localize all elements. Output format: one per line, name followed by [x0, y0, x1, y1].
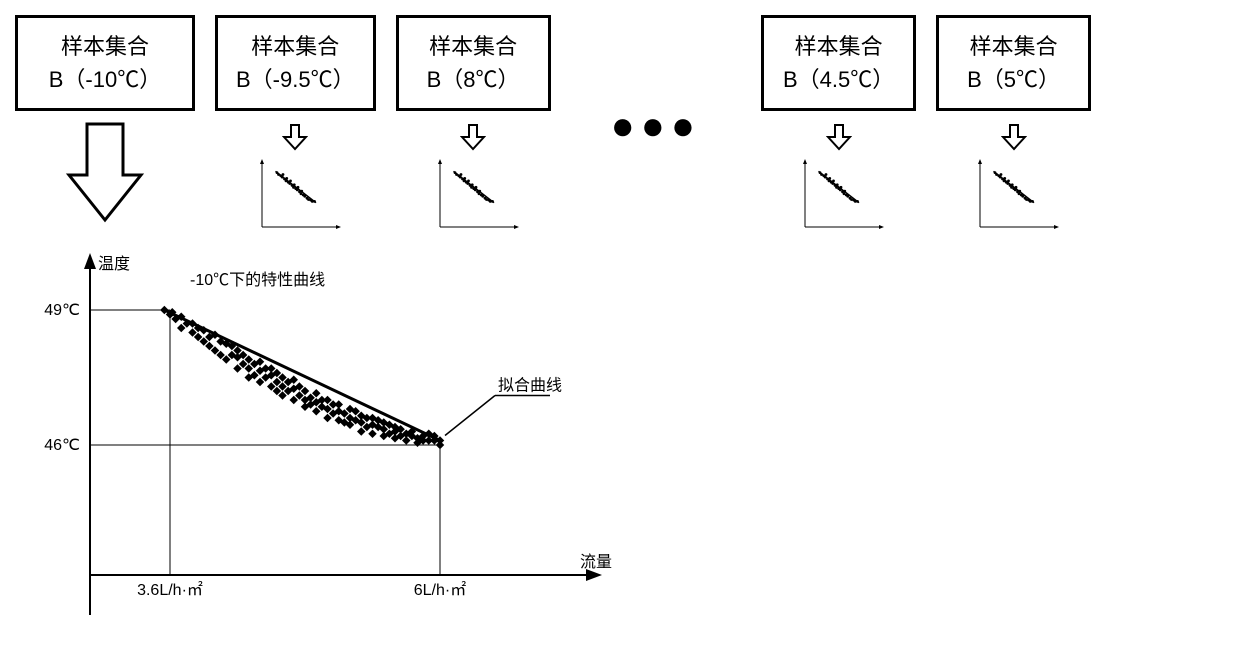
svg-text:-10℃下的特性曲线: -10℃下的特性曲线 [190, 271, 325, 289]
col-3: 样本集合 B（4.5℃） [761, 15, 916, 237]
mini-chart-2 [426, 157, 521, 237]
down-arrow-icon [65, 120, 145, 225]
mini-chart-4 [966, 157, 1061, 237]
main-chart-svg: 温度流量 -10℃下的特性曲线 49℃ 46℃ 3.6L/h·㎡ 6L/h·㎡ 拟合曲线 [20, 245, 620, 625]
col-0: 样本集合 B（-10℃） [15, 15, 195, 111]
mini-chart-1 [248, 157, 343, 237]
sample-box-3: 样本集合 B（4.5℃） [761, 15, 916, 111]
svg-text:49℃: 49℃ [44, 302, 80, 319]
down-arrow-icon [460, 123, 486, 151]
big-down-arrow [65, 120, 145, 230]
col-2: 样本集合 B（8℃） [396, 15, 551, 237]
svg-text:温度: 温度 [98, 255, 130, 273]
box-line2: B（5℃） [957, 63, 1070, 96]
ellipsis: ●●● [571, 104, 741, 149]
box-line2: B（4.5℃） [782, 63, 895, 96]
box-line2: B（8℃） [417, 63, 530, 96]
svg-text:流量: 流量 [580, 553, 612, 571]
col-4: 样本集合 B（5℃） [936, 15, 1091, 237]
down-arrow-icon [826, 123, 852, 151]
sample-box-1: 样本集合 B（-9.5℃） [215, 15, 376, 111]
box-line1: 样本集合 [36, 30, 174, 63]
down-arrow-icon [282, 123, 308, 151]
svg-text:3.6L/h·㎡: 3.6L/h·㎡ [137, 581, 203, 599]
main-chart: 温度流量 -10℃下的特性曲线 49℃ 46℃ 3.6L/h·㎡ 6L/h·㎡ 拟合曲线 [20, 245, 620, 625]
box-line1: 样本集合 [957, 30, 1070, 63]
box-line1: 样本集合 [782, 30, 895, 63]
down-arrow-icon [1001, 123, 1027, 151]
box-line2: B（-10℃） [36, 63, 174, 96]
box-line2: B（-9.5℃） [236, 63, 355, 96]
sample-box-0: 样本集合 B（-10℃） [15, 15, 195, 111]
col-1: 样本集合 B（-9.5℃） [215, 15, 376, 237]
sample-box-row: 样本集合 B（-10℃） 样本集合 B（-9.5℃） 样本集合 B（8℃） ●●… [15, 15, 1225, 237]
svg-text:6L/h·㎡: 6L/h·㎡ [414, 581, 466, 599]
sample-box-4: 样本集合 B（5℃） [936, 15, 1091, 111]
mini-chart-3 [791, 157, 886, 237]
svg-text:46℃: 46℃ [44, 437, 80, 454]
sample-box-2: 样本集合 B（8℃） [396, 15, 551, 111]
box-line1: 样本集合 [417, 30, 530, 63]
svg-text:拟合曲线: 拟合曲线 [498, 377, 562, 395]
box-line1: 样本集合 [236, 30, 355, 63]
